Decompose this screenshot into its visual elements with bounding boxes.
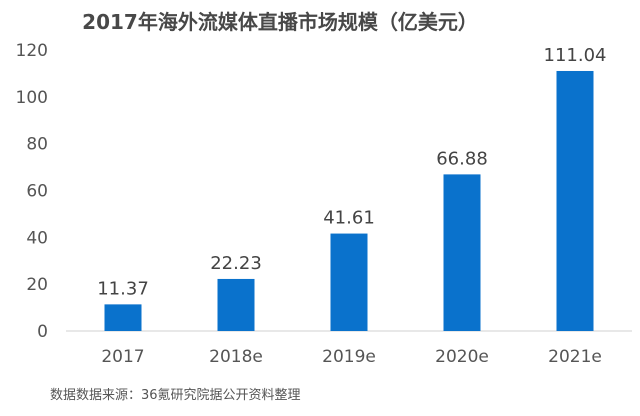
source-note: 数据数据来源：36氪研究院据公开资料整理 (50, 388, 301, 403)
bar (104, 304, 142, 331)
y-tick-label: 80 (26, 135, 48, 155)
y-tick-label: 0 (37, 322, 48, 342)
data-label: 111.04 (544, 45, 607, 66)
x-tick-label: 2021e (548, 347, 602, 367)
data-label: 66.88 (436, 148, 488, 169)
x-tick-label: 2018e (209, 347, 263, 367)
y-tick-label: 60 (26, 182, 48, 202)
bar (443, 174, 481, 331)
data-label: 41.61 (323, 208, 375, 229)
y-tick-label: 40 (26, 228, 48, 248)
bar (556, 70, 594, 332)
x-tick-label: 2017 (101, 347, 144, 367)
bar (217, 278, 255, 331)
y-tick-label: 100 (16, 88, 48, 108)
chart-title: 2017年海外流媒体直播市场规模（亿美元） (82, 10, 478, 34)
x-tick-label: 2019e (322, 347, 376, 367)
bar (330, 233, 368, 331)
y-tick-label: 20 (26, 275, 48, 295)
y-tick-label: 120 (16, 41, 48, 61)
x-tick-label: 2020e (435, 347, 489, 367)
data-label: 22.23 (210, 253, 262, 274)
data-label: 11.37 (97, 278, 149, 299)
